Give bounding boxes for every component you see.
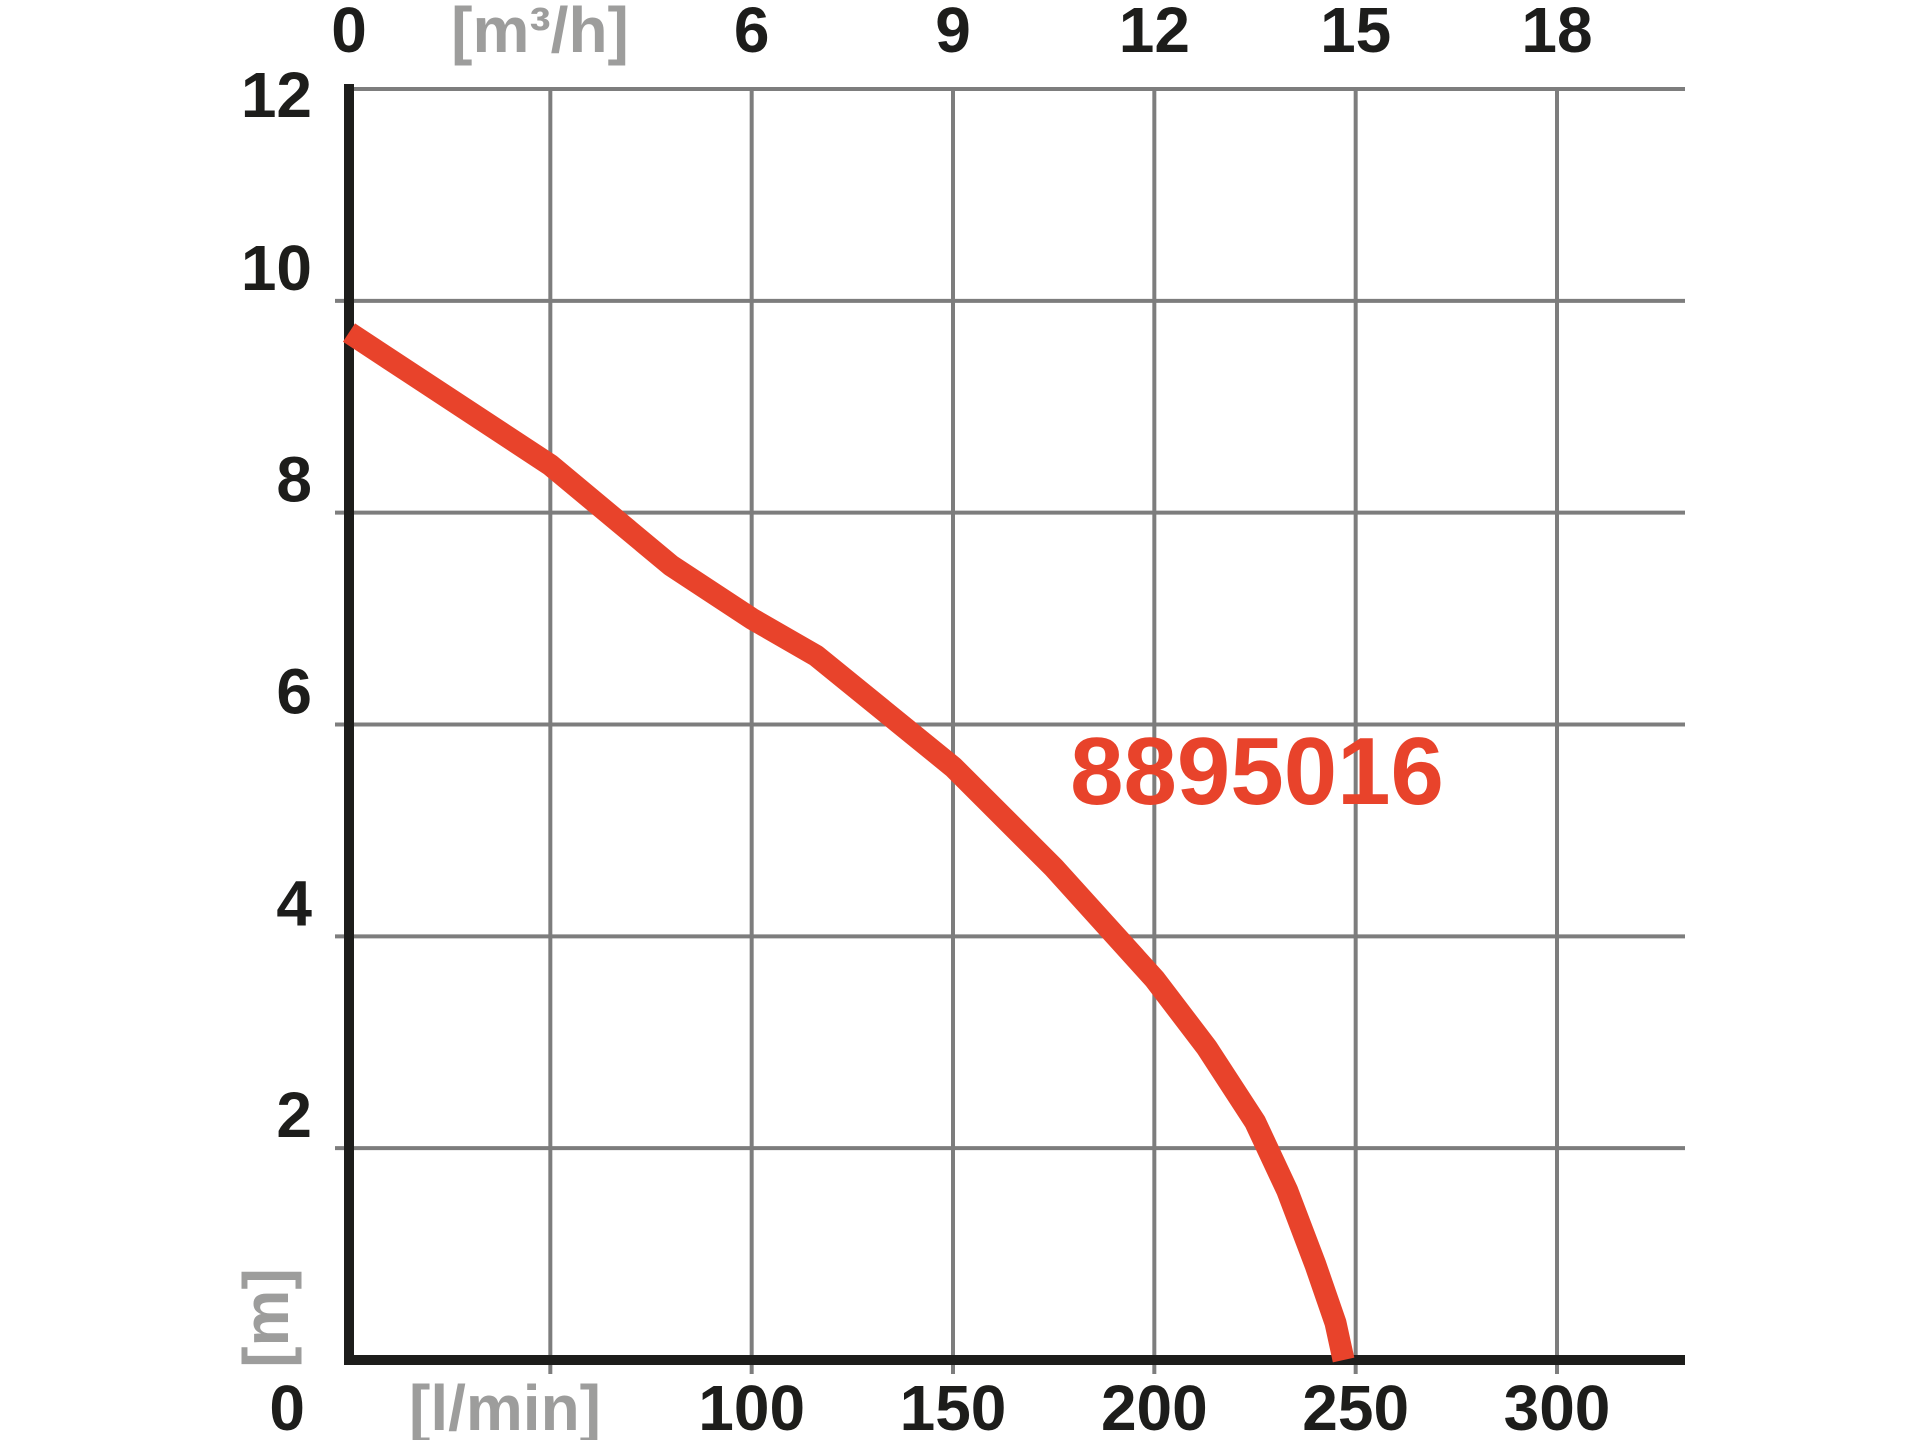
left-axis-tick-10: 10 [241, 232, 312, 304]
series-label: 8895016 [1070, 718, 1444, 825]
top-axis-tick-0: 0 [331, 0, 367, 66]
bottom-axis-tick-200: 200 [1101, 1372, 1208, 1440]
top-axis-tick-6: 6 [734, 0, 770, 66]
left-axis-tick-8: 8 [276, 444, 312, 516]
left-axis-tick-6: 6 [276, 656, 312, 728]
left-axis-tick-4: 4 [276, 867, 312, 939]
left-axis-tick-2: 2 [276, 1079, 312, 1151]
unit-label-lmin: [l/min] [409, 1372, 601, 1440]
left-axis-tick-12: 12 [241, 59, 312, 131]
bottom-axis-tick-300: 300 [1504, 1372, 1611, 1440]
pump-curve-8895016 [342, 323, 1355, 1363]
bottom-axis-tick-100: 100 [698, 1372, 805, 1440]
unit-label-m: [m] [230, 1268, 302, 1368]
top-axis-tick-18: 18 [1521, 0, 1592, 66]
origin-tick-0: 0 [269, 1372, 305, 1440]
unit-label-m3h: [m³/h] [451, 0, 629, 66]
bottom-axis-tick-250: 250 [1302, 1372, 1409, 1440]
top-axis-tick-12: 12 [1119, 0, 1190, 66]
bottom-axis-tick-150: 150 [900, 1372, 1007, 1440]
top-axis-tick-9: 9 [935, 0, 971, 66]
top-axis-tick-15: 15 [1320, 0, 1391, 66]
